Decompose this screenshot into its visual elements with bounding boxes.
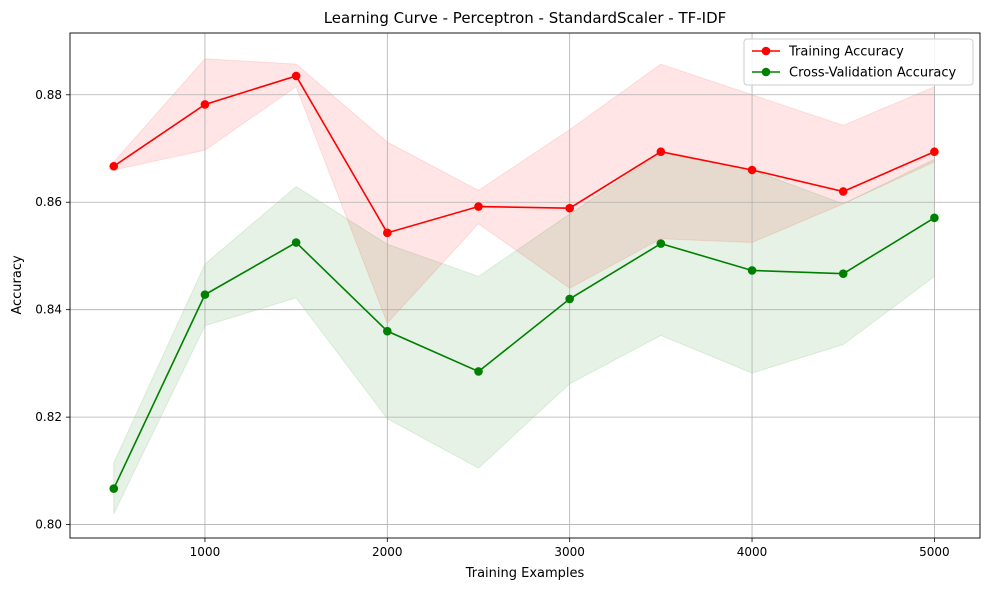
series-line-0 bbox=[113, 75, 935, 234]
series-1-point-3 bbox=[383, 326, 392, 336]
x-tick-label-4: 5000 bbox=[919, 545, 950, 559]
series-line-1 bbox=[113, 217, 935, 489]
axes-frame bbox=[69, 32, 981, 539]
series-0-point-1 bbox=[200, 100, 210, 109]
y-tick-label-1: 0.82 bbox=[35, 410, 62, 424]
legend-marker-0 bbox=[761, 46, 771, 56]
series-1-point-0 bbox=[109, 484, 119, 493]
y-tick-label-2: 0.84 bbox=[35, 303, 62, 317]
x-tick-label-1: 2000 bbox=[372, 545, 403, 559]
series-1-point-9 bbox=[930, 213, 939, 223]
x-tick-label-2: 3000 bbox=[554, 545, 585, 559]
legend-box bbox=[743, 38, 974, 86]
series-0-point-3 bbox=[383, 228, 392, 238]
y-tick-label-3: 0.86 bbox=[35, 195, 62, 209]
series-0-point-8 bbox=[838, 187, 848, 196]
x-tick-label-3: 4000 bbox=[737, 545, 768, 559]
series-1-point-4 bbox=[474, 367, 483, 376]
legend-marker-1 bbox=[761, 67, 771, 77]
series-0-point-6 bbox=[656, 147, 666, 157]
series-1-point-1 bbox=[200, 290, 210, 299]
y-tick-label-0: 0.80 bbox=[35, 518, 62, 532]
legend-label-0: Training Accuracy bbox=[788, 45, 904, 60]
series-0-point-0 bbox=[109, 161, 119, 171]
series-0-point-9 bbox=[930, 147, 939, 157]
y-axis-label: Accuracy bbox=[10, 255, 25, 315]
y-tick-label-4: 0.88 bbox=[35, 88, 62, 102]
legend: Training Accuracy Cross-Validation Accura… bbox=[743, 38, 974, 86]
series-1-point-5 bbox=[565, 294, 574, 304]
series-0-point-2 bbox=[291, 71, 301, 81]
series-1-point-8 bbox=[838, 269, 848, 278]
x-axis-label: Training Examples bbox=[465, 566, 585, 581]
series-0-point-5 bbox=[565, 203, 574, 213]
legend-label-1: Cross-Validation Accuracy bbox=[789, 66, 957, 81]
series-1-point-2 bbox=[291, 238, 301, 247]
series-0-point-4 bbox=[474, 202, 483, 211]
series-1-point-6 bbox=[656, 239, 666, 248]
plot-area: 1000 2000 3000 4000 5000 0.80 0.82 0.84 0.86 0.88 bbox=[35, 32, 981, 559]
x-tick-label-0: 1000 bbox=[190, 545, 221, 559]
series-0-point-7 bbox=[747, 165, 757, 175]
series-1-point-7 bbox=[747, 266, 757, 275]
chart-title: Learning Curve - Perceptron - StandardSc… bbox=[324, 9, 727, 27]
